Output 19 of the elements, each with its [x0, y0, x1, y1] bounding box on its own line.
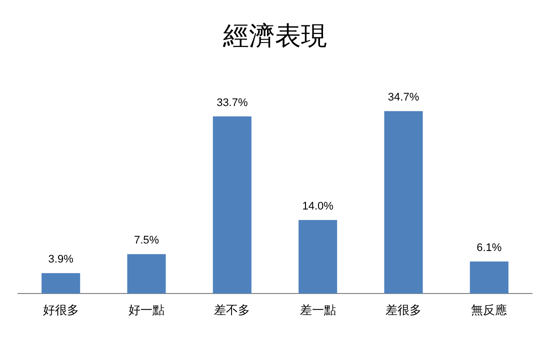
chart-title: 經濟表現 — [222, 21, 327, 52]
data-label: 33.7% — [216, 96, 248, 109]
bar — [42, 273, 80, 294]
bar — [384, 111, 423, 294]
x-tick-label: 好一點 — [128, 302, 164, 317]
bar — [298, 220, 338, 294]
x-tick-label: 好很多 — [42, 302, 79, 317]
bar — [127, 254, 166, 294]
data-label: 6.1% — [476, 242, 502, 254]
data-label: 3.9% — [48, 254, 74, 266]
data-label: 14.0% — [302, 200, 334, 212]
x-tick-label: 差很多 — [386, 302, 422, 317]
bar — [212, 116, 252, 294]
x-tick-label: 無反應 — [471, 302, 508, 317]
x-tick-label: 差一點 — [300, 302, 336, 317]
bar — [470, 262, 508, 294]
x-tick-label: 差不多 — [214, 302, 250, 317]
data-label: 34.7% — [388, 92, 420, 104]
data-label: 7.5% — [134, 234, 160, 247]
